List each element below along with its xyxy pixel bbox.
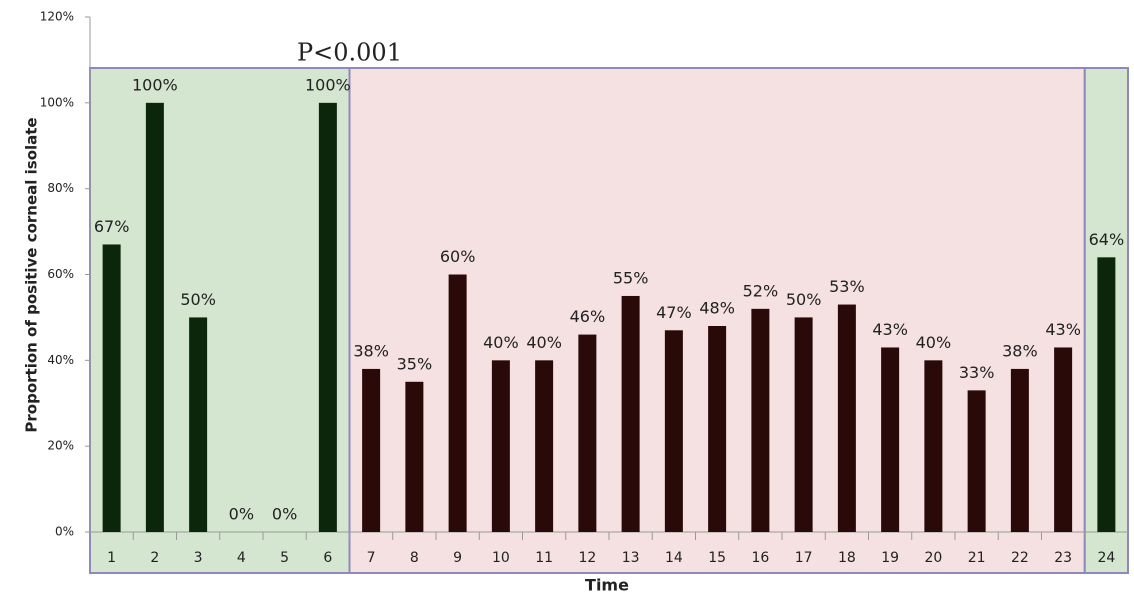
bar xyxy=(967,390,986,532)
value-label: 35% xyxy=(397,354,433,373)
bar xyxy=(794,317,813,532)
bar xyxy=(708,326,727,532)
x-tick-label: 4 xyxy=(237,550,246,566)
x-tick-label: 16 xyxy=(751,550,769,566)
value-label: 0% xyxy=(229,505,254,524)
value-label: 40% xyxy=(526,333,562,352)
value-label: 43% xyxy=(1045,320,1081,339)
x-tick-label: 7 xyxy=(367,550,376,566)
bar xyxy=(535,360,554,532)
bar xyxy=(318,102,337,532)
value-label: 55% xyxy=(613,268,649,287)
x-tick-label: 1 xyxy=(107,550,116,566)
bar xyxy=(924,360,943,532)
x-tick-label: 5 xyxy=(280,550,289,566)
value-label: 52% xyxy=(743,281,779,300)
y-tick-label: 100% xyxy=(40,95,74,109)
bar xyxy=(1097,257,1116,532)
value-label: 40% xyxy=(916,333,952,352)
bar xyxy=(837,304,856,532)
bar xyxy=(578,334,597,532)
value-label: 33% xyxy=(959,363,995,382)
bar xyxy=(405,381,424,532)
x-tick-label: 22 xyxy=(1011,550,1029,566)
bar xyxy=(1010,368,1029,532)
x-tick-label: 13 xyxy=(622,550,640,566)
x-tick-label: 12 xyxy=(578,550,596,566)
x-tick-label: 15 xyxy=(708,550,726,566)
region xyxy=(89,67,351,574)
x-tick-label: 11 xyxy=(535,550,553,566)
value-label: 43% xyxy=(872,320,908,339)
value-label: 100% xyxy=(305,75,351,94)
x-tick-label: 23 xyxy=(1054,550,1072,566)
x-tick-label: 17 xyxy=(795,550,813,566)
x-tick-label: 24 xyxy=(1097,550,1115,566)
x-axis-title: Time xyxy=(585,576,629,595)
value-label: 47% xyxy=(656,303,692,322)
x-tick-label: 19 xyxy=(881,550,899,566)
bar xyxy=(1054,347,1073,532)
bar xyxy=(491,360,510,532)
bar xyxy=(751,308,770,532)
bar xyxy=(102,244,121,533)
x-tick-label: 21 xyxy=(968,550,986,566)
x-tick-label: 14 xyxy=(665,550,683,566)
x-tick-label: 2 xyxy=(150,550,159,566)
value-label: 0% xyxy=(272,505,297,524)
y-axis-title: Proportion of positive corneal isolate xyxy=(23,117,41,432)
x-tick-label: 8 xyxy=(410,550,419,566)
value-label: 60% xyxy=(440,247,476,266)
value-label: 40% xyxy=(483,333,519,352)
y-tick-label: 40% xyxy=(47,353,74,367)
x-tick-label: 10 xyxy=(492,550,510,566)
bar xyxy=(362,368,381,532)
x-tick-label: 18 xyxy=(838,550,856,566)
value-label: 64% xyxy=(1089,230,1125,249)
value-label: 46% xyxy=(570,307,606,326)
y-tick-label: 120% xyxy=(40,10,74,24)
y-tick-label: 80% xyxy=(47,181,74,195)
bar xyxy=(881,347,900,532)
bar xyxy=(145,102,164,532)
y-tick-label: 20% xyxy=(47,439,74,453)
bar xyxy=(189,317,208,532)
bar xyxy=(621,295,640,532)
value-label: 53% xyxy=(829,277,865,296)
x-tick-label: 6 xyxy=(323,550,332,566)
value-label: 48% xyxy=(699,299,735,318)
value-label: 67% xyxy=(94,217,130,236)
bar xyxy=(448,274,467,532)
x-tick-label: 3 xyxy=(194,550,203,566)
x-tick-label: 9 xyxy=(453,550,462,566)
x-tick-label: 20 xyxy=(924,550,942,566)
value-label: 38% xyxy=(1002,341,1038,360)
value-label: 50% xyxy=(786,290,822,309)
annotation: P<0.001 xyxy=(297,39,402,67)
value-label: 38% xyxy=(353,341,389,360)
y-tick-label: 0% xyxy=(55,525,74,539)
y-tick-label: 60% xyxy=(47,267,74,281)
bar xyxy=(664,330,683,532)
value-label: 50% xyxy=(180,290,216,309)
value-label: 100% xyxy=(132,75,178,94)
